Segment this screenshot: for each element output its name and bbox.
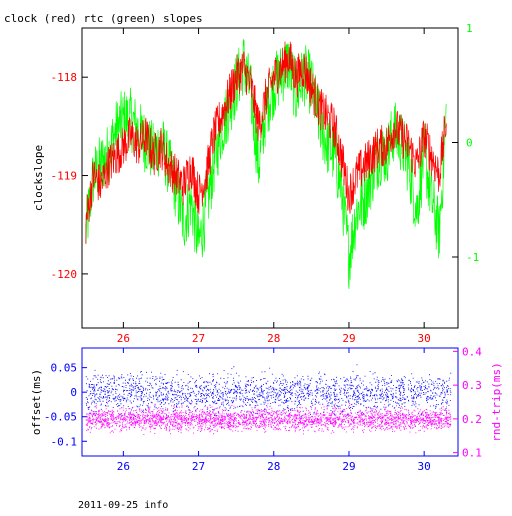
- top-y2-tick-label: -1: [466, 251, 479, 264]
- roundtrip-points-path: [85, 402, 452, 435]
- top-series-group: [85, 39, 447, 289]
- top-panel-frame: [81, 27, 459, 329]
- top-x-tick-label: 28: [267, 332, 280, 345]
- bottom-x-tick-label: 26: [117, 460, 130, 473]
- bottom-panel-frame: [81, 347, 459, 457]
- bottom-y2-axis-label: rnd-trip(ms): [490, 362, 503, 441]
- bottom-x-tick-label: 28: [267, 460, 280, 473]
- top-y2-tick-label: 1: [466, 22, 473, 35]
- bottom-x-tick-label: 30: [418, 460, 431, 473]
- bottom-y-tick-label: -0.05: [44, 411, 77, 424]
- offset-points-path: [85, 364, 452, 417]
- bottom-y-axis-label: offset(ms): [30, 369, 43, 435]
- footer-date-info: 2011-09-25 info: [78, 500, 168, 511]
- bottom-axis-ticks: 26 27 28 29 30 0.05 0 -0.05 -0.1 0.4 0.3 0.2 0.1: [44, 345, 482, 473]
- top-x-tick-label: 29: [342, 332, 355, 345]
- bottom-y2-tick-label: 0.3: [462, 379, 482, 392]
- bottom-series-group: [85, 364, 452, 435]
- bottom-y-tick-label: 0.05: [51, 362, 78, 375]
- bottom-y-tick-label: 0: [70, 386, 77, 399]
- top-y-tick-label: -119: [51, 170, 78, 183]
- offset-points: [85, 364, 452, 417]
- top-y-tick-label: -120: [51, 268, 78, 281]
- bottom-x-tick-label: 27: [192, 460, 205, 473]
- top-y2-tick-label: 0: [466, 137, 473, 150]
- bottom-y-tick-label: -0.1: [51, 435, 78, 448]
- bottom-y2-tick-label: 0.1: [462, 447, 482, 460]
- bottom-x-tick-label: 29: [342, 460, 355, 473]
- bottom-y2-tick-label: 0.2: [462, 413, 482, 426]
- roundtrip-points: [85, 402, 452, 435]
- top-chart-title: clock (red) rtc (green) slopes: [4, 12, 203, 25]
- clock-slope-series: [85, 41, 447, 244]
- top-x-tick-label: 30: [418, 332, 431, 345]
- top-y-axis-label: clockslope: [32, 145, 45, 211]
- top-x-tick-label: 27: [192, 332, 205, 345]
- bottom-y2-tick-label: 0.4: [462, 345, 482, 358]
- top-x-tick-label: 26: [117, 332, 130, 345]
- top-y-tick-label: -118: [51, 71, 78, 84]
- rtc-slope-series: [85, 39, 447, 289]
- top-axis-ticks: 26 27 28 29 30 -118 -119 -120 1 0 -1: [51, 22, 480, 345]
